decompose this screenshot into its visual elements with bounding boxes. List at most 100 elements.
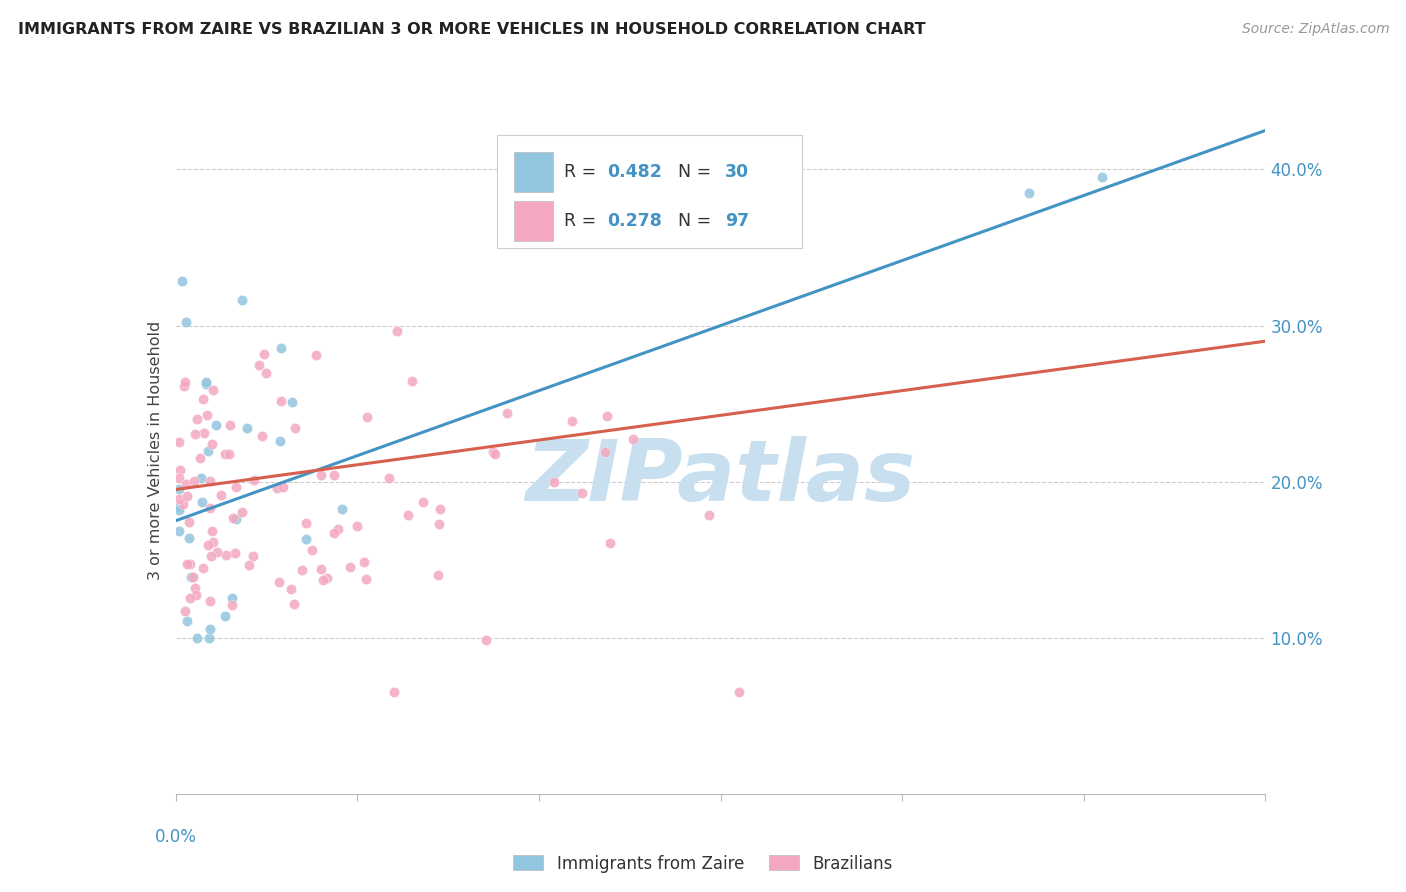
Point <box>190 471 212 485</box>
Point <box>177 515 200 529</box>
Point <box>398 508 420 522</box>
Point <box>250 428 273 442</box>
Point <box>281 394 304 409</box>
Point <box>412 495 434 509</box>
Point <box>201 534 224 549</box>
Point <box>176 614 198 628</box>
Point <box>254 366 277 380</box>
Point <box>354 573 377 587</box>
Point <box>184 588 207 602</box>
Point <box>221 591 243 606</box>
Point <box>495 406 517 420</box>
Point <box>571 486 593 500</box>
Point <box>235 421 257 435</box>
Point <box>170 274 193 288</box>
Point <box>181 570 204 584</box>
Point <box>382 685 405 699</box>
Point <box>309 467 332 482</box>
Point <box>191 392 214 406</box>
Point <box>179 591 201 605</box>
Y-axis label: 3 or more Vehicles in Household: 3 or more Vehicles in Household <box>148 321 163 580</box>
Point <box>356 410 378 425</box>
Point <box>328 522 350 536</box>
Point <box>179 558 201 572</box>
Point <box>385 324 408 338</box>
Point <box>179 531 201 545</box>
Point <box>315 570 337 584</box>
Point <box>169 491 191 506</box>
Point <box>214 608 236 623</box>
Point <box>183 475 205 489</box>
Point <box>219 417 242 432</box>
Point <box>238 558 260 572</box>
Point <box>346 518 368 533</box>
Point <box>247 358 270 372</box>
Point <box>200 593 222 607</box>
Point <box>183 581 205 595</box>
Text: R =: R = <box>564 163 602 181</box>
Point <box>193 561 215 575</box>
Point <box>169 435 191 450</box>
Point <box>180 570 202 584</box>
Point <box>596 409 619 424</box>
Point <box>174 477 197 491</box>
Point <box>225 480 247 494</box>
Point <box>195 376 218 391</box>
Point <box>426 567 449 582</box>
Text: R =: R = <box>564 212 602 230</box>
Text: 0.278: 0.278 <box>607 212 662 230</box>
Point <box>209 488 232 502</box>
Point <box>401 374 423 388</box>
Point <box>204 418 226 433</box>
Point <box>195 409 218 423</box>
Point <box>214 548 236 562</box>
Point <box>242 549 264 564</box>
Point <box>200 549 222 563</box>
Point <box>252 347 274 361</box>
Point <box>173 379 195 393</box>
Point <box>174 376 197 390</box>
Text: N =: N = <box>668 212 717 230</box>
Point <box>200 500 222 515</box>
Point <box>194 375 217 389</box>
Point <box>186 412 208 426</box>
Text: 0.482: 0.482 <box>607 163 662 181</box>
Point <box>231 293 253 307</box>
Point <box>169 500 191 515</box>
Point <box>201 524 224 538</box>
Point <box>197 538 219 552</box>
Point <box>266 482 288 496</box>
Point <box>218 447 240 461</box>
Point <box>339 560 361 574</box>
Point <box>169 502 191 516</box>
Text: ZIPatlas: ZIPatlas <box>526 436 915 519</box>
Point <box>269 574 291 589</box>
Point <box>484 447 506 461</box>
Point <box>191 495 214 509</box>
Point <box>1018 186 1040 200</box>
Point <box>222 510 245 524</box>
Point <box>242 473 264 487</box>
Point <box>193 426 215 441</box>
Point <box>172 498 194 512</box>
Point <box>301 542 323 557</box>
Point <box>169 524 191 538</box>
Point <box>727 685 749 699</box>
Point <box>169 471 191 485</box>
Point <box>198 631 221 645</box>
Point <box>280 582 302 596</box>
FancyBboxPatch shape <box>498 135 803 248</box>
Point <box>305 348 328 362</box>
Point <box>176 557 198 571</box>
Point <box>186 631 208 645</box>
Point <box>169 483 191 497</box>
Point <box>561 414 583 428</box>
Point <box>225 512 247 526</box>
Point <box>205 545 228 559</box>
Point <box>482 445 505 459</box>
Point <box>270 393 292 408</box>
Point <box>283 597 305 611</box>
Point <box>202 383 225 397</box>
Point <box>312 574 335 588</box>
Point <box>621 433 644 447</box>
